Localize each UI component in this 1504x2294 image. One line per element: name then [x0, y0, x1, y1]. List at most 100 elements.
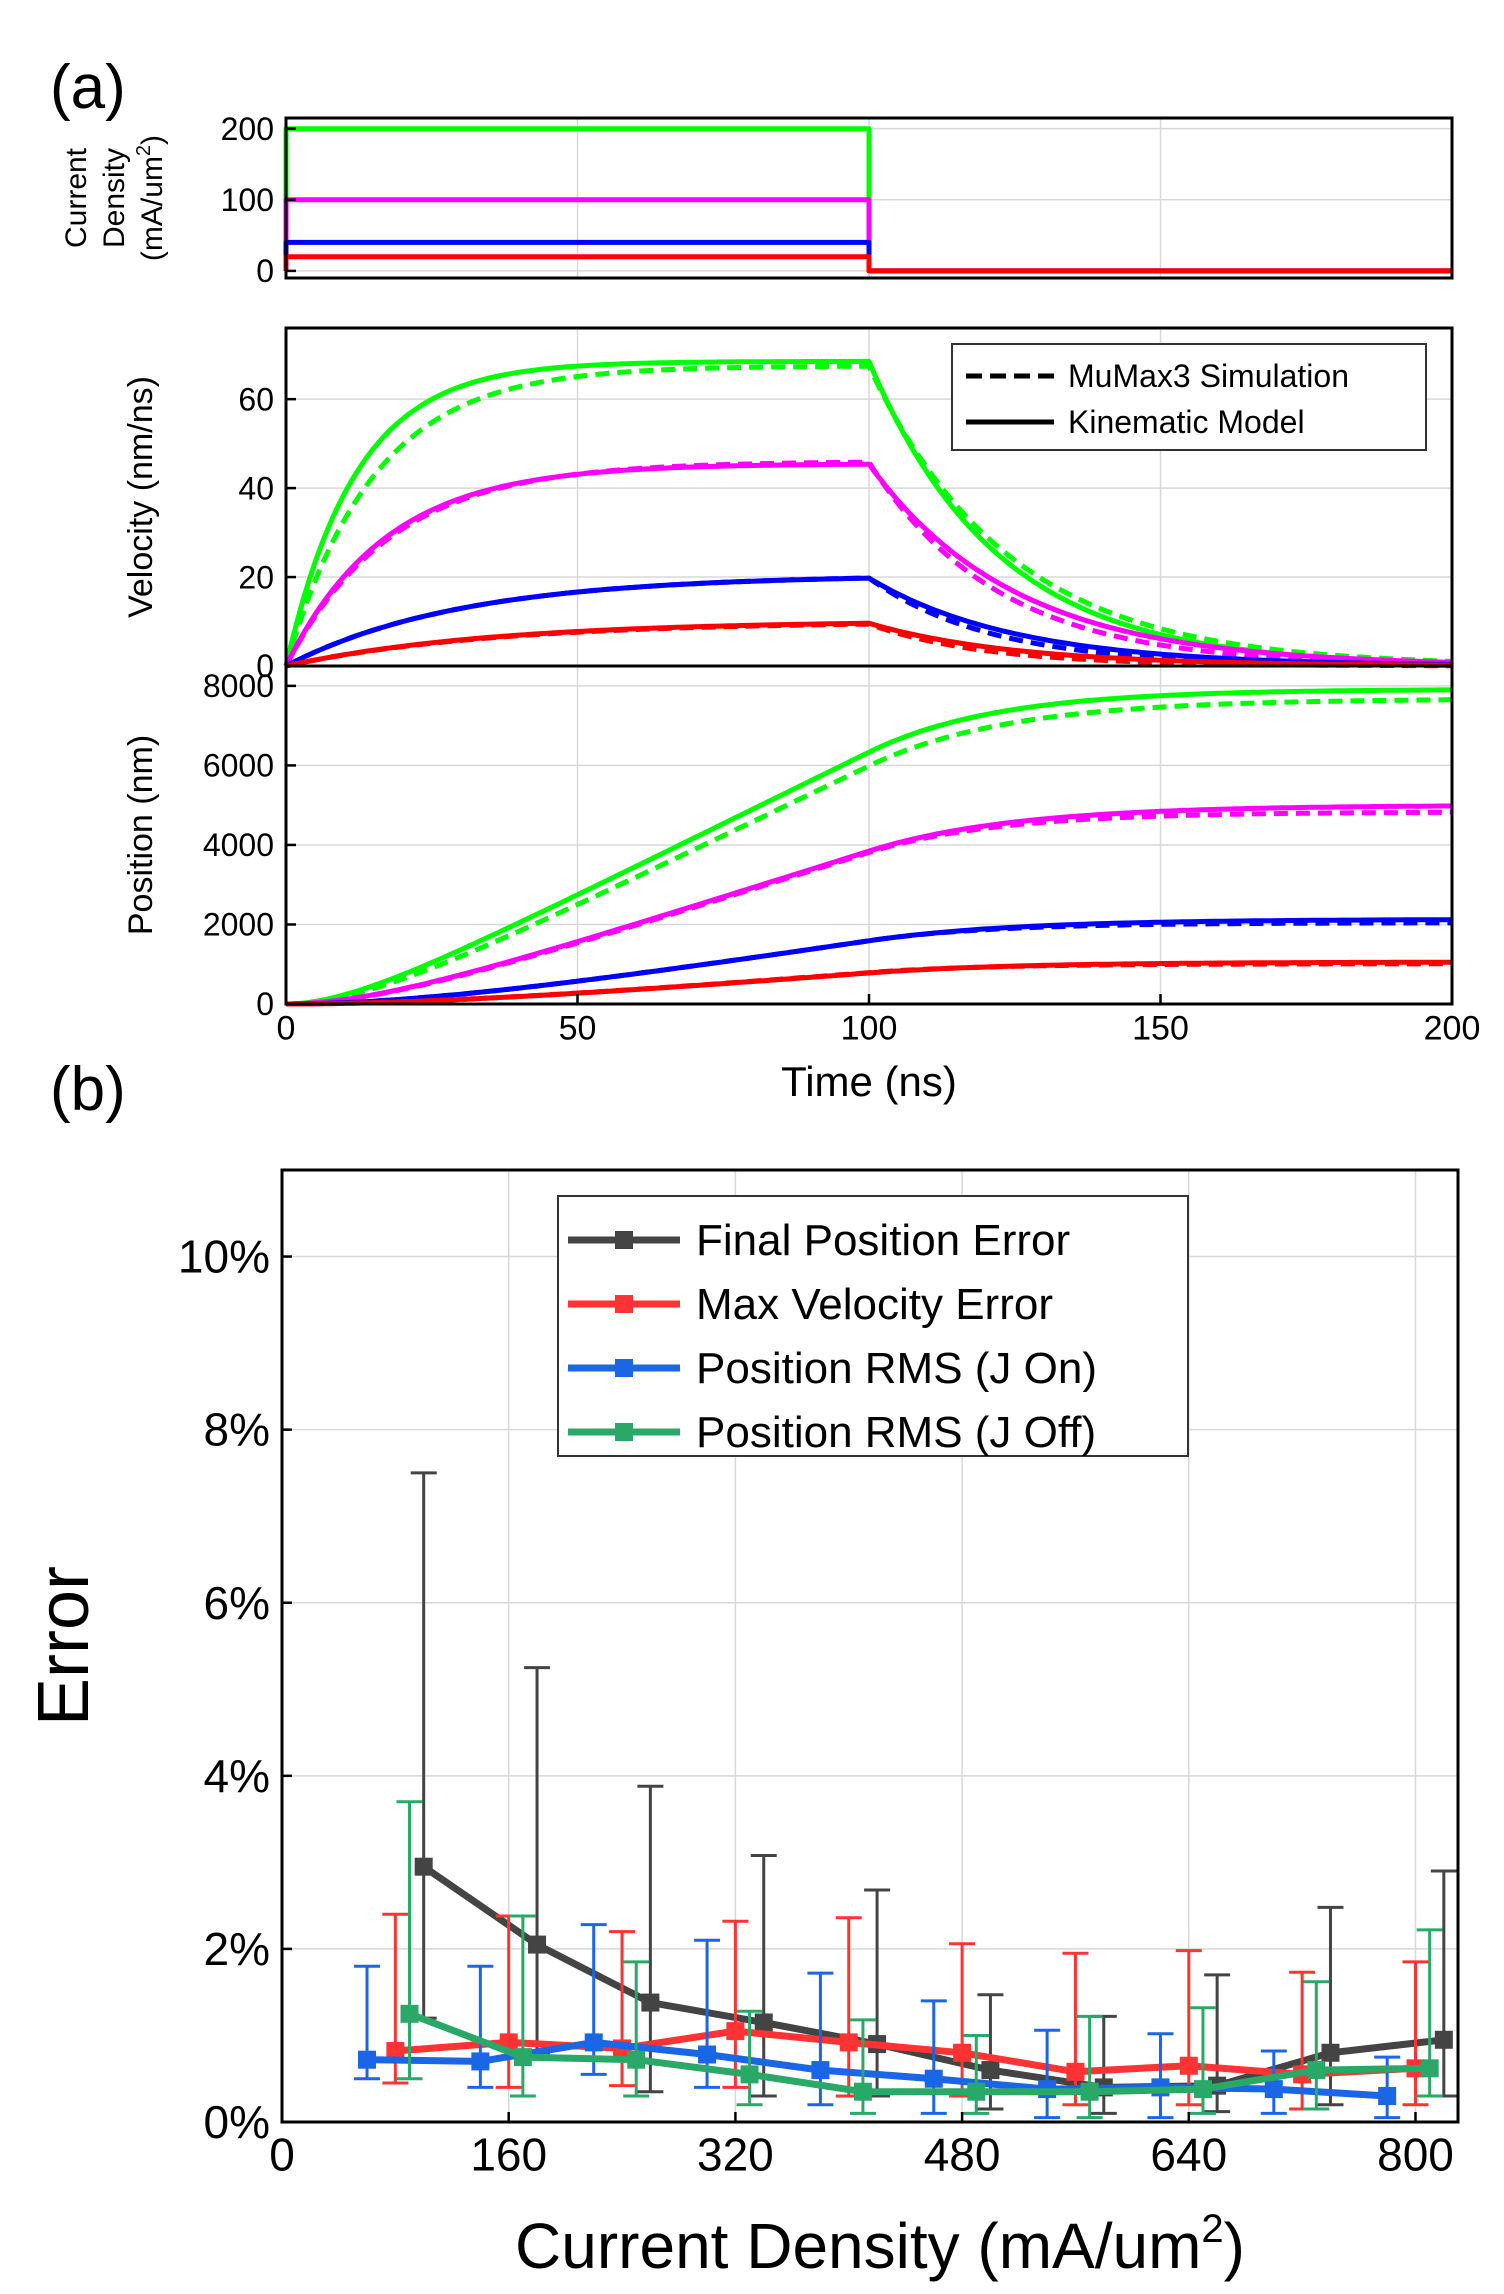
current-y-tick-label: 100 [221, 182, 274, 218]
legend-swatch-marker [615, 1231, 633, 1249]
time-x-tick-label: 100 [841, 1010, 898, 1048]
error-axes-frame [280, 1168, 1460, 2124]
data-point [528, 1935, 547, 1954]
data-point [1434, 2030, 1453, 2049]
error-xlabel: Current Density (mA/um2) [515, 2207, 1245, 2282]
data-point [513, 2048, 532, 2067]
data-point [641, 1993, 660, 2012]
time-x-tick-label: 150 [1132, 1010, 1189, 1048]
error-x-tick-label: 640 [1150, 2128, 1227, 2180]
data-point [740, 2065, 759, 2084]
data-point [953, 2043, 972, 2062]
position-sim-blue [286, 920, 1452, 1007]
velocity-y-ticks: 0 20 40 60 [238, 381, 296, 684]
data-point [414, 1857, 433, 1876]
position-y-tick-label: 8000 [203, 668, 274, 704]
position-grid [286, 666, 1452, 1004]
error-y-tick-label: 10% [178, 1231, 270, 1283]
velocity-y-tick-label: 20 [238, 559, 274, 595]
data-point [698, 2045, 717, 2064]
data-point [967, 2082, 986, 2101]
current-pulse-red [283, 254, 1452, 274]
data-point [1080, 2082, 1099, 2101]
position-sim-green [285, 697, 1452, 1007]
position-y-tick-label: 0 [256, 986, 274, 1022]
velocity-model-red [285, 620, 1452, 669]
error-y-ticks: 0% 2% 4% 6% 8% 10% [178, 1231, 292, 2148]
current-density-plot: 0 100 200 Current Density (mA/um2) [60, 111, 1454, 289]
data-point [1193, 2080, 1212, 2099]
legend-label: Max Velocity Error [696, 1280, 1053, 1329]
legend-swatch-marker [615, 1423, 633, 1441]
time-x-tick-label: 0 [277, 1010, 296, 1048]
current-ylabel-line1: Current [60, 147, 93, 248]
error-x-tick-label: 160 [470, 2128, 547, 2180]
position-plot: 0 2000 4000 6000 8000 0 50 100 150 200 Position … [122, 664, 1481, 1105]
current-y-tick-label: 200 [221, 111, 274, 147]
error-y-tick-label: 0% [204, 2096, 270, 2148]
time-x-tick-label: 50 [559, 1010, 597, 1048]
data-point [1321, 2043, 1340, 2062]
data-point [584, 2033, 603, 2052]
data-point [1420, 2059, 1439, 2078]
error-y-tick-label: 8% [204, 1404, 270, 1456]
time-x-ticks: 0 50 100 150 200 [277, 994, 1481, 1048]
velocity-y-tick-label: 60 [238, 381, 274, 417]
time-x-tick-label: 200 [1424, 1010, 1481, 1048]
panel-label-a: (a) [50, 53, 126, 122]
legend-label: Final Position Error [696, 1216, 1070, 1265]
current-ylabel: Current Density (mA/um2) [60, 135, 169, 261]
data-point [726, 2022, 745, 2041]
data-point [811, 2061, 830, 2080]
current-ylabel-line3: (mA/um2) [133, 135, 169, 261]
data-point [1378, 2087, 1397, 2106]
current-ylabel-line2: Density [98, 148, 131, 248]
data-point [1307, 2061, 1326, 2080]
error-x-ticks: 0 160 320 480 640 800 [269, 2112, 1454, 2180]
velocity-legend: MuMax3 Simulation Kinematic Model [951, 343, 1427, 451]
legend-swatch-marker [615, 1295, 633, 1313]
velocity-plot: 0 20 40 60 Velocity (nm/ns) MuMax3 Simulati… [122, 326, 1454, 684]
velocity-model-magenta [283, 461, 1453, 668]
panel-label-b: (b) [50, 1055, 126, 1124]
legend-swatch-marker [615, 1359, 633, 1377]
data-point [853, 2082, 872, 2101]
error-line [408, 2010, 1430, 2096]
velocity-y-tick-label: 0 [256, 648, 274, 684]
error-x-tick-label: 0 [269, 2128, 295, 2180]
data-point [1264, 2080, 1283, 2099]
error-series [354, 1471, 1457, 2120]
data-point [754, 2013, 773, 2032]
error-plot: 0% 2% 4% 6% 8% 10% 0 160 320 480 640 800 Error Cur… [24, 1168, 1460, 2282]
legend-label: Position RMS (J On) [696, 1344, 1097, 1393]
data-point [1179, 2056, 1198, 2075]
data-point [981, 2061, 1000, 2080]
position-y-tick-label: 2000 [203, 907, 274, 943]
position-model-magenta [285, 803, 1452, 1007]
legend-solid-label: Kinematic Model [1068, 404, 1305, 440]
data-point [839, 2033, 858, 2052]
current-y-ticks: 0 100 200 [221, 111, 296, 289]
velocity-ylabel: Velocity (nm/ns) [122, 376, 160, 618]
data-point [1066, 2062, 1085, 2081]
legend-dashed-label: MuMax3 Simulation [1068, 358, 1349, 394]
error-x-tick-label: 320 [697, 2128, 774, 2180]
data-point [924, 2069, 943, 2088]
position-y-tick-label: 6000 [203, 748, 274, 784]
position-model-red [286, 959, 1453, 1007]
data-point [627, 2050, 646, 2069]
error-y-tick-label: 2% [204, 1923, 270, 1975]
data-point [358, 2050, 377, 2069]
error-y-tick-label: 4% [204, 1750, 270, 1802]
position-model-green [285, 687, 1452, 1007]
position-series [285, 687, 1453, 1007]
error-ylabel: Error [24, 1566, 104, 1726]
velocity-model-blue [284, 575, 1453, 669]
position-model-blue [286, 917, 1452, 1007]
velocity-series [283, 358, 1453, 669]
velocity-y-tick-label: 40 [238, 470, 274, 506]
current-y-tick-label: 0 [256, 253, 274, 289]
error-legend: Final Position Error Max Velocity Error Po… [557, 1195, 1189, 1457]
position-ylabel: Position (nm) [122, 735, 160, 935]
